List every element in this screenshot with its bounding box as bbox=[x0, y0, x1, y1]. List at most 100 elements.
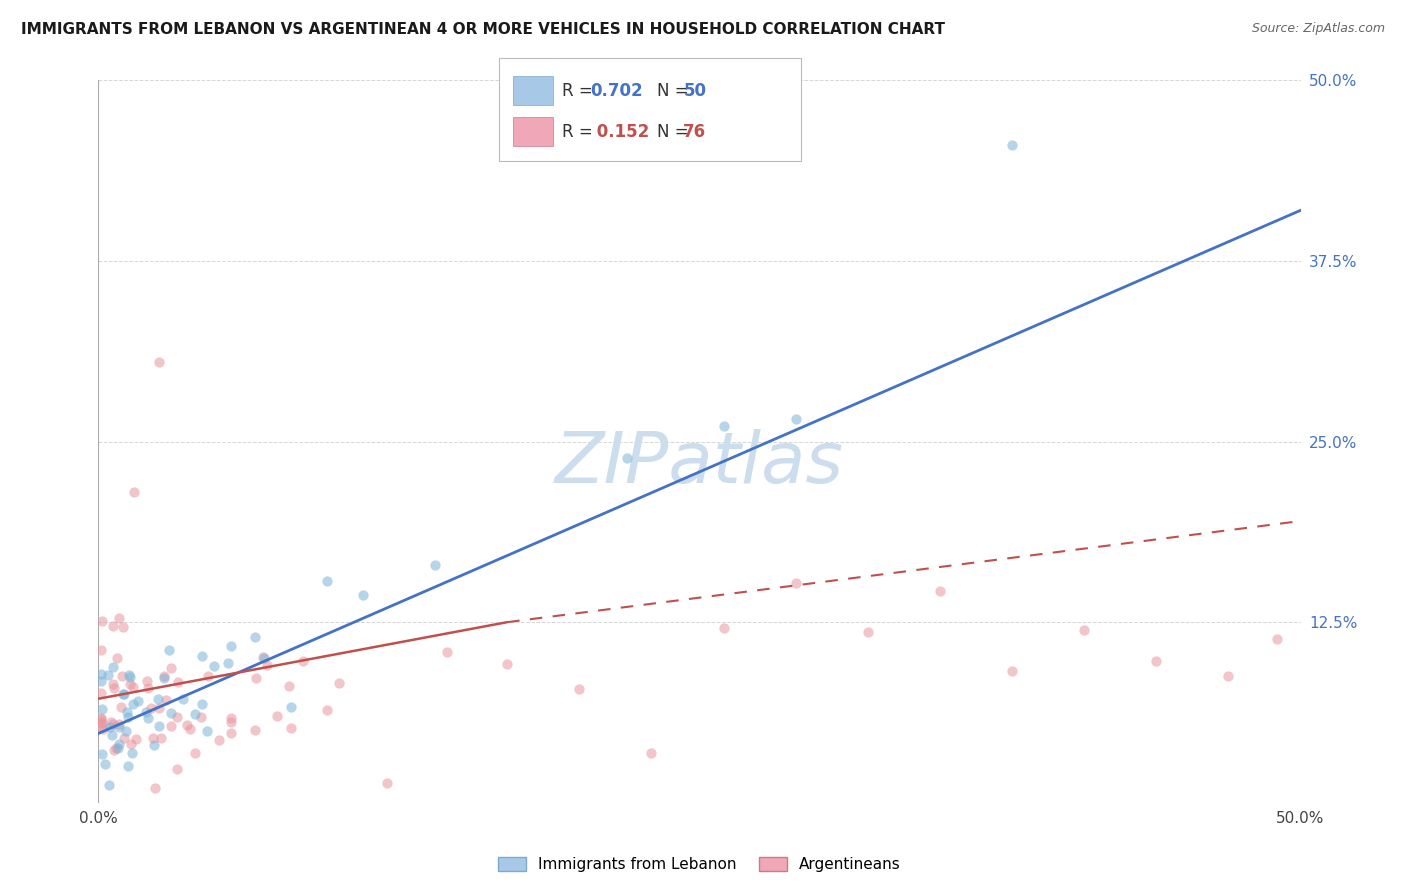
Point bbox=[640, 747, 662, 761]
Point bbox=[143, 781, 166, 796]
Point bbox=[159, 706, 181, 720]
Point bbox=[97, 778, 120, 792]
Point bbox=[1265, 632, 1288, 646]
Point bbox=[121, 746, 143, 760]
Point bbox=[315, 574, 337, 588]
Point bbox=[105, 651, 128, 665]
Point bbox=[90, 686, 112, 700]
Point bbox=[98, 720, 121, 734]
Point bbox=[108, 611, 131, 625]
Point bbox=[280, 722, 302, 736]
Point bbox=[117, 759, 139, 773]
Point bbox=[219, 715, 242, 730]
Point bbox=[93, 756, 115, 771]
Point bbox=[423, 558, 446, 572]
Point bbox=[155, 692, 177, 706]
Point bbox=[191, 648, 214, 663]
Text: N =: N = bbox=[657, 81, 693, 100]
Text: Source: ZipAtlas.com: Source: ZipAtlas.com bbox=[1251, 22, 1385, 36]
Point bbox=[127, 694, 149, 708]
Point bbox=[785, 411, 807, 425]
Point bbox=[219, 725, 242, 739]
Point bbox=[122, 680, 145, 694]
Point bbox=[90, 715, 112, 730]
Point bbox=[375, 776, 398, 790]
Text: ZIPatlas: ZIPatlas bbox=[555, 429, 844, 498]
Legend: Immigrants from Lebanon, Argentineans: Immigrants from Lebanon, Argentineans bbox=[492, 850, 907, 879]
Point bbox=[202, 658, 225, 673]
Point bbox=[107, 737, 129, 751]
Point bbox=[352, 588, 374, 602]
Point bbox=[90, 747, 112, 762]
Point bbox=[120, 677, 142, 691]
Point bbox=[111, 669, 134, 683]
Point bbox=[90, 711, 112, 725]
Point bbox=[148, 691, 170, 706]
Point bbox=[256, 658, 278, 673]
Point bbox=[928, 583, 950, 598]
Point bbox=[112, 731, 135, 746]
Point bbox=[115, 705, 138, 719]
Point bbox=[243, 723, 266, 737]
Point bbox=[107, 741, 129, 756]
Point bbox=[90, 712, 112, 726]
Point bbox=[197, 669, 219, 683]
Point bbox=[114, 687, 136, 701]
Point bbox=[139, 700, 162, 714]
Point bbox=[157, 642, 180, 657]
Point bbox=[91, 614, 114, 628]
Point bbox=[101, 619, 124, 633]
Point bbox=[100, 715, 122, 730]
Point bbox=[148, 355, 170, 369]
Point bbox=[176, 718, 198, 732]
Point bbox=[172, 691, 194, 706]
Text: R =: R = bbox=[562, 81, 599, 100]
Point bbox=[136, 673, 159, 688]
Point bbox=[167, 674, 190, 689]
Point bbox=[124, 485, 146, 500]
Point bbox=[117, 710, 139, 724]
Point bbox=[713, 621, 735, 635]
Point bbox=[616, 450, 638, 465]
Point bbox=[136, 711, 159, 725]
Point bbox=[90, 702, 112, 716]
Point bbox=[114, 723, 136, 738]
Point bbox=[1001, 665, 1024, 679]
Point bbox=[150, 731, 173, 745]
Text: 0.152: 0.152 bbox=[591, 122, 648, 141]
Point bbox=[183, 707, 205, 722]
Point bbox=[90, 715, 112, 730]
Point bbox=[142, 731, 165, 745]
Point bbox=[243, 630, 266, 644]
Point bbox=[120, 737, 142, 751]
Point bbox=[103, 677, 125, 691]
Point bbox=[107, 717, 129, 731]
Point bbox=[159, 661, 181, 675]
Point bbox=[1218, 669, 1240, 683]
Point bbox=[217, 656, 239, 670]
Point bbox=[135, 705, 157, 719]
Point bbox=[103, 743, 125, 757]
Point bbox=[568, 681, 591, 696]
Point bbox=[195, 723, 218, 738]
Point bbox=[252, 651, 274, 665]
Point bbox=[219, 639, 242, 653]
Point bbox=[125, 731, 148, 746]
Point bbox=[90, 643, 112, 657]
Point bbox=[315, 703, 337, 717]
Point bbox=[120, 670, 142, 684]
Point bbox=[291, 654, 314, 668]
Point bbox=[112, 620, 135, 634]
Point bbox=[166, 762, 188, 776]
Point bbox=[104, 740, 127, 755]
Text: R =: R = bbox=[562, 122, 599, 141]
Point bbox=[97, 668, 120, 682]
Point bbox=[153, 671, 176, 685]
Point bbox=[101, 660, 124, 674]
Point bbox=[136, 681, 159, 695]
Point bbox=[496, 657, 519, 672]
Point bbox=[785, 575, 807, 590]
Point bbox=[103, 681, 125, 695]
Text: IMMIGRANTS FROM LEBANON VS ARGENTINEAN 4 OR MORE VEHICLES IN HOUSEHOLD CORRELATI: IMMIGRANTS FROM LEBANON VS ARGENTINEAN 4… bbox=[21, 22, 945, 37]
Point bbox=[160, 719, 183, 733]
